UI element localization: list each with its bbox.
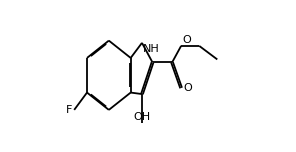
Text: NH: NH bbox=[143, 44, 160, 54]
Text: O: O bbox=[183, 83, 192, 93]
Text: OH: OH bbox=[133, 112, 151, 122]
Text: F: F bbox=[66, 105, 73, 115]
Text: O: O bbox=[183, 35, 192, 45]
